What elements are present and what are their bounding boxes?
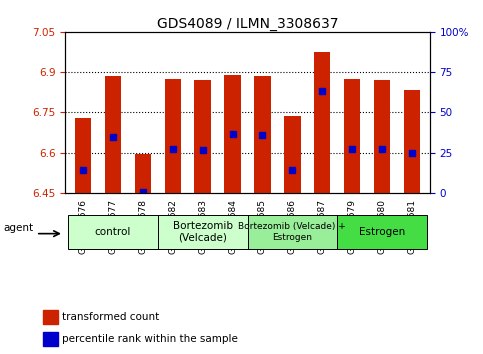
Text: Bortezomib (Velcade) +
Estrogen: Bortezomib (Velcade) + Estrogen — [239, 222, 346, 241]
FancyBboxPatch shape — [337, 215, 427, 249]
Bar — [135, 154, 151, 193]
Bar — [344, 79, 360, 193]
Bar — [43, 332, 58, 346]
Text: Estrogen: Estrogen — [359, 227, 405, 237]
FancyBboxPatch shape — [248, 215, 337, 249]
Bar — [75, 118, 91, 193]
Bar — [225, 75, 241, 193]
Bar — [314, 52, 330, 193]
Bar — [195, 80, 211, 193]
Text: percentile rank within the sample: percentile rank within the sample — [62, 334, 238, 344]
Bar — [374, 80, 390, 193]
Text: agent: agent — [3, 223, 33, 233]
Bar — [404, 90, 420, 193]
FancyBboxPatch shape — [68, 215, 158, 249]
FancyBboxPatch shape — [158, 215, 248, 249]
Text: control: control — [95, 227, 131, 237]
Title: GDS4089 / ILMN_3308637: GDS4089 / ILMN_3308637 — [157, 17, 338, 31]
Text: Bortezomib
(Velcade): Bortezomib (Velcade) — [173, 221, 233, 243]
Text: transformed count: transformed count — [62, 312, 159, 322]
Bar — [284, 116, 300, 193]
Bar — [165, 79, 181, 193]
Bar — [254, 76, 270, 193]
Bar — [43, 310, 58, 324]
Bar — [105, 76, 121, 193]
